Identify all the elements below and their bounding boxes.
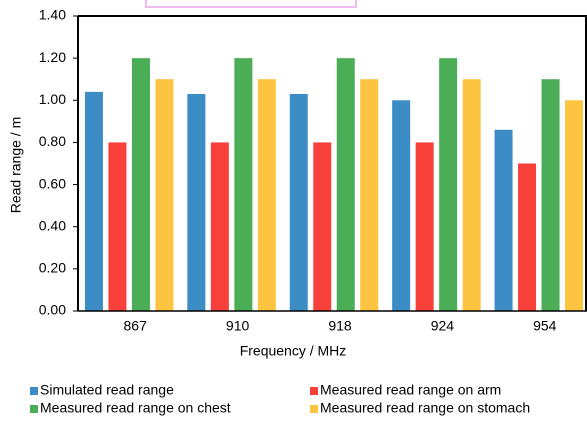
- x-tick-label: 910: [226, 318, 250, 334]
- y-tick-label: 0.20: [39, 260, 66, 276]
- bar: [494, 129, 513, 311]
- y-axis-title: Read range / m: [8, 117, 24, 214]
- x-tick-label: 867: [124, 318, 148, 334]
- x-tick-label: 924: [431, 318, 455, 334]
- legend-swatch: [310, 387, 318, 395]
- bar: [541, 79, 560, 311]
- legend-swatch: [310, 405, 318, 413]
- bar: [518, 163, 537, 311]
- legend-label: Simulated read range: [40, 382, 174, 398]
- bar: [289, 93, 308, 311]
- bar: [415, 142, 434, 311]
- legend-label: Measured read range on arm: [320, 382, 501, 398]
- bar: [187, 93, 206, 311]
- bar: [131, 58, 150, 312]
- bar: [257, 79, 276, 311]
- x-axis-title: Frequency / MHz: [240, 343, 347, 359]
- legend-label: Measured read range on chest: [40, 400, 231, 416]
- y-tick-label: 0.40: [39, 217, 66, 233]
- x-tick-label: 954: [533, 318, 557, 334]
- y-tick-label: 1.40: [39, 7, 66, 23]
- bar: [392, 100, 411, 312]
- legend-swatch: [30, 387, 38, 395]
- bar: [210, 142, 229, 311]
- y-tick-label: 1.20: [39, 49, 66, 65]
- bar: [565, 100, 584, 312]
- y-tick-label: 0.00: [39, 302, 66, 318]
- y-tick-label: 0.60: [39, 175, 66, 191]
- x-tick-label: 918: [328, 318, 352, 334]
- bar: [155, 79, 174, 311]
- y-tick-label: 0.80: [39, 133, 66, 149]
- bar: [462, 79, 481, 311]
- bar: [313, 142, 332, 311]
- frame-artifact: [145, 0, 357, 8]
- bar: [234, 58, 253, 312]
- legend-swatch: [30, 405, 38, 413]
- y-tick-label: 1.00: [39, 91, 66, 107]
- bar: [108, 142, 127, 311]
- bar: [84, 91, 103, 311]
- bar: [439, 58, 458, 312]
- bar: [360, 79, 379, 311]
- bar: [336, 58, 355, 312]
- legend-label: Measured read range on stomach: [320, 400, 530, 416]
